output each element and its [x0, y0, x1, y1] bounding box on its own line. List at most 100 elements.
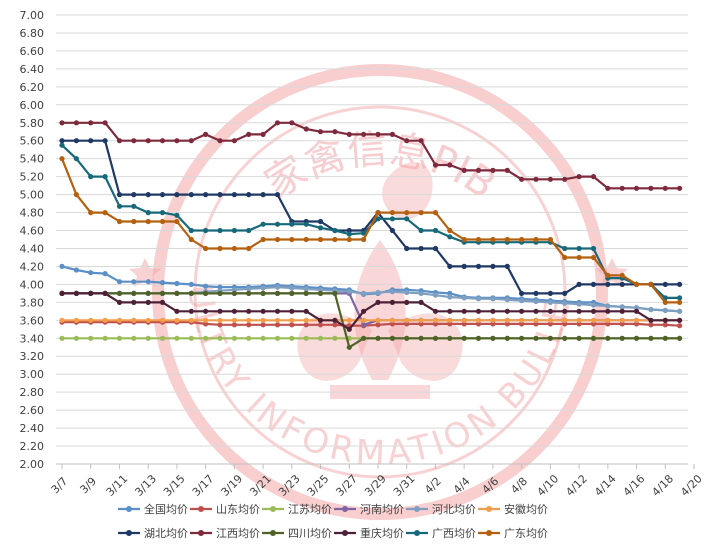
legend-item: 河南均价 — [334, 503, 404, 516]
data-point — [145, 138, 151, 144]
data-point — [317, 225, 324, 231]
data-point — [475, 296, 482, 302]
data-point — [317, 218, 324, 225]
series-7 — [59, 138, 683, 296]
data-point — [88, 317, 94, 323]
data-point — [59, 290, 65, 296]
data-point — [203, 308, 209, 314]
x-tick-label: 4/14 — [592, 472, 619, 499]
data-point — [475, 308, 482, 314]
series-10 — [59, 290, 683, 332]
legend-swatch-marker — [126, 506, 132, 512]
data-point — [648, 306, 654, 313]
data-point — [246, 245, 252, 252]
data-point — [418, 290, 424, 296]
data-point — [217, 322, 223, 328]
data-point — [605, 317, 611, 323]
data-point — [619, 335, 625, 341]
data-point — [490, 263, 496, 269]
data-point — [332, 335, 338, 341]
data-point — [389, 299, 395, 305]
watermark-fleur-right — [388, 313, 463, 381]
data-point — [231, 192, 237, 198]
data-point — [389, 321, 395, 327]
data-point — [447, 335, 453, 341]
legend-item: 湖北均价 — [118, 527, 188, 540]
data-point — [533, 236, 539, 243]
data-point — [217, 192, 223, 198]
data-point — [461, 317, 467, 323]
data-point — [289, 308, 295, 314]
data-point — [159, 192, 166, 198]
data-point — [677, 281, 683, 287]
data-point — [289, 290, 295, 296]
data-point — [576, 254, 582, 261]
data-point — [461, 236, 467, 243]
x-tick-label: 4/18 — [649, 472, 676, 499]
data-point — [159, 335, 166, 341]
data-point — [677, 335, 683, 341]
data-point — [332, 322, 338, 328]
data-point — [418, 335, 424, 341]
data-point — [677, 308, 683, 314]
data-point — [547, 176, 554, 182]
gridlines — [56, 14, 688, 465]
data-point — [203, 317, 209, 323]
data-point — [404, 321, 410, 327]
data-point — [662, 317, 668, 323]
data-point — [317, 287, 324, 293]
watermark-top-text: 家禽信息PIB — [257, 126, 504, 208]
data-point — [231, 227, 237, 234]
legend-item: 山东均价 — [190, 503, 260, 516]
data-point — [590, 335, 597, 341]
data-point — [188, 227, 194, 234]
data-point — [203, 321, 209, 327]
data-point — [188, 236, 194, 243]
data-point — [432, 308, 439, 314]
legend-item: 重庆均价 — [334, 526, 404, 540]
legend-label: 广西均价 — [432, 527, 476, 540]
data-point — [389, 216, 395, 222]
data-point — [217, 245, 223, 252]
data-point — [88, 174, 94, 180]
series-group — [59, 120, 683, 350]
data-point — [116, 203, 123, 209]
data-point — [519, 290, 525, 296]
data-point — [648, 317, 654, 323]
data-point — [203, 283, 209, 289]
data-point — [145, 279, 151, 285]
data-point — [447, 321, 453, 327]
data-point — [274, 120, 281, 126]
legend-item: 广西均价 — [406, 527, 476, 540]
data-point — [303, 317, 309, 323]
data-point — [519, 176, 525, 182]
data-point — [260, 236, 266, 243]
data-point — [116, 218, 123, 225]
y-tick-label: 4.20 — [20, 260, 45, 273]
data-point — [289, 335, 295, 341]
data-point — [159, 210, 166, 216]
data-point — [102, 138, 108, 144]
data-point — [375, 131, 381, 137]
data-point — [576, 301, 582, 307]
legend-item: 河北均价 — [406, 503, 476, 516]
data-point — [246, 317, 252, 323]
data-point — [490, 317, 496, 323]
data-point — [576, 321, 582, 327]
data-point — [605, 185, 611, 191]
data-point — [332, 317, 338, 323]
data-point — [533, 290, 539, 296]
data-point — [633, 317, 640, 323]
data-point — [475, 167, 482, 173]
data-point — [317, 335, 324, 341]
data-point — [447, 317, 453, 323]
x-tick-label: 4/10 — [535, 472, 562, 499]
data-point — [504, 297, 510, 303]
data-point — [203, 245, 209, 252]
data-point — [346, 326, 352, 332]
data-point — [188, 192, 194, 198]
watermark-outer-ring — [152, 64, 608, 520]
data-point — [246, 322, 252, 328]
data-point — [590, 302, 597, 308]
data-point — [418, 138, 424, 144]
